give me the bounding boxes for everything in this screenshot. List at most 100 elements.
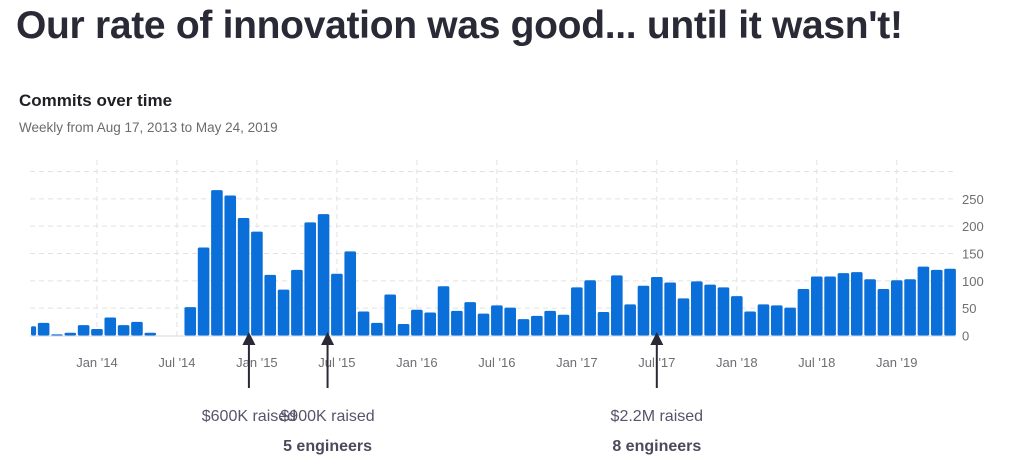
bar[interactable] (144, 332, 157, 336)
x-tick-label: Jan '14 (76, 355, 118, 370)
bar[interactable] (624, 304, 636, 336)
bar[interactable] (304, 222, 317, 336)
bar[interactable] (864, 279, 876, 336)
bar[interactable] (77, 325, 90, 336)
x-tick-label: Jul '14 (158, 355, 195, 370)
bar[interactable] (691, 281, 703, 336)
bar[interactable] (717, 287, 730, 336)
bar[interactable] (397, 324, 410, 336)
bar[interactable] (597, 311, 610, 336)
y-tick-label: 0 (962, 329, 969, 344)
annotation-funding-label: $900K raised (280, 408, 375, 425)
chart-subtitle: Weekly from Aug 17, 2013 to May 24, 2019 (19, 120, 278, 135)
annotation-funding-label: $600K raised (201, 408, 297, 425)
bar[interactable] (224, 195, 237, 336)
bar[interactable] (411, 309, 423, 336)
y-tick-label: 100 (962, 274, 984, 289)
bar[interactable] (837, 273, 850, 336)
bar[interactable] (504, 307, 516, 336)
bar[interactable] (357, 311, 370, 336)
bar[interactable] (291, 269, 303, 336)
bar[interactable] (757, 304, 770, 336)
bar[interactable] (877, 289, 890, 336)
bar[interactable] (917, 266, 930, 336)
bar[interactable] (531, 315, 543, 336)
headline: Our rate of innovation was good... until… (16, 4, 903, 47)
bar[interactable] (64, 332, 77, 336)
bar[interactable] (944, 268, 956, 336)
x-tick-label: Jul '18 (798, 355, 835, 370)
x-axis: Jan '14 Jul '14 Jan '15 Jul '15 Jan '16 Jul '… (30, 335, 956, 370)
bar[interactable] (37, 322, 50, 336)
bar[interactable] (251, 231, 263, 336)
bar[interactable] (51, 334, 63, 336)
bar[interactable] (810, 276, 823, 336)
y-tick-label: 50 (962, 301, 976, 316)
bar[interactable] (491, 305, 503, 336)
arrow-up-icon (650, 332, 664, 345)
bar[interactable] (317, 214, 330, 336)
bar[interactable] (104, 317, 117, 336)
bar[interactable] (184, 307, 197, 336)
bar[interactable] (451, 310, 463, 336)
bar[interactable] (770, 305, 783, 336)
y-tick-label: 250 (962, 192, 984, 207)
bar[interactable] (117, 325, 130, 336)
y-tick-label: 200 (962, 219, 984, 234)
bar[interactable] (557, 314, 570, 336)
bar[interactable] (571, 287, 583, 336)
bar[interactable] (384, 294, 397, 336)
bar[interactable] (730, 296, 743, 336)
bar[interactable] (464, 302, 476, 336)
x-tick-label: Jan '19 (876, 355, 918, 370)
bar[interactable] (904, 279, 916, 336)
bar[interactable] (677, 298, 690, 336)
x-tick-label: Jul '16 (478, 355, 515, 370)
bar[interactable] (344, 251, 357, 336)
y-tick-label: 150 (962, 247, 984, 262)
bar[interactable] (131, 321, 143, 336)
bar[interactable] (611, 275, 623, 336)
bar[interactable] (264, 274, 277, 336)
bar[interactable] (197, 247, 210, 336)
chart-title: Commits over time (19, 91, 173, 110)
arrow-up-icon (321, 332, 335, 345)
bar[interactable] (331, 273, 343, 336)
x-tick-label: Jan '15 (236, 355, 278, 370)
annotation-engineers-label: 5 engineers (283, 438, 373, 455)
annotation-engineers-label: 8 engineers (612, 438, 702, 455)
bar[interactable] (704, 284, 716, 336)
bar[interactable] (584, 280, 596, 336)
annotation-funding-label: $2.2M raised (610, 408, 704, 425)
y-axis: 0 50 100 150 200 250 (962, 192, 984, 344)
bar[interactable] (517, 319, 530, 336)
bar[interactable] (890, 280, 903, 336)
bar[interactable] (651, 277, 663, 336)
bar[interactable] (544, 310, 556, 336)
bar[interactable] (211, 190, 223, 336)
bar[interactable] (437, 286, 450, 336)
bar[interactable] (424, 312, 436, 336)
bar[interactable] (744, 311, 756, 336)
x-tick-label: Jul '15 (318, 355, 355, 370)
bar[interactable] (31, 326, 37, 336)
bar[interactable] (277, 289, 290, 336)
x-tick-label: Jan '16 (396, 355, 438, 370)
bar[interactable] (237, 217, 250, 336)
bar[interactable] (850, 272, 863, 336)
bar[interactable] (824, 276, 836, 336)
bar[interactable] (797, 289, 810, 336)
x-tick-label: Jan '18 (716, 355, 758, 370)
bar[interactable] (664, 282, 676, 336)
x-tick-label: Jan '17 (556, 355, 598, 370)
bar[interactable] (930, 269, 943, 336)
annotation-arrows (242, 332, 664, 388)
arrow-up-icon (242, 332, 256, 345)
bar[interactable] (91, 328, 103, 336)
bar[interactable] (637, 285, 650, 336)
bar[interactable] (371, 322, 383, 336)
bar[interactable] (784, 307, 796, 336)
bar[interactable] (477, 313, 490, 336)
bars (31, 190, 956, 336)
